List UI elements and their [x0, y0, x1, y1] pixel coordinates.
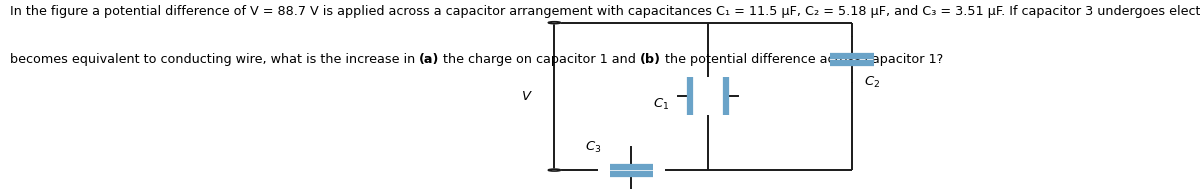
Text: $C_3$: $C_3$ [584, 140, 601, 155]
Text: (a): (a) [419, 53, 439, 66]
Text: In the figure a potential difference of V = 88.7 V is applied across a capacitor: In the figure a potential difference of … [10, 5, 1200, 18]
Text: $C_1$: $C_1$ [653, 96, 670, 112]
Circle shape [548, 169, 560, 171]
Text: $C_2$: $C_2$ [864, 75, 880, 90]
Text: $V$: $V$ [521, 90, 533, 103]
Text: becomes equivalent to conducting wire, what is the increase in: becomes equivalent to conducting wire, w… [10, 53, 419, 66]
Text: the charge on capacitor 1 and: the charge on capacitor 1 and [439, 53, 640, 66]
Text: the potential difference across capacitor 1?: the potential difference across capacito… [661, 53, 943, 66]
Circle shape [548, 22, 560, 24]
Text: (b): (b) [640, 53, 661, 66]
